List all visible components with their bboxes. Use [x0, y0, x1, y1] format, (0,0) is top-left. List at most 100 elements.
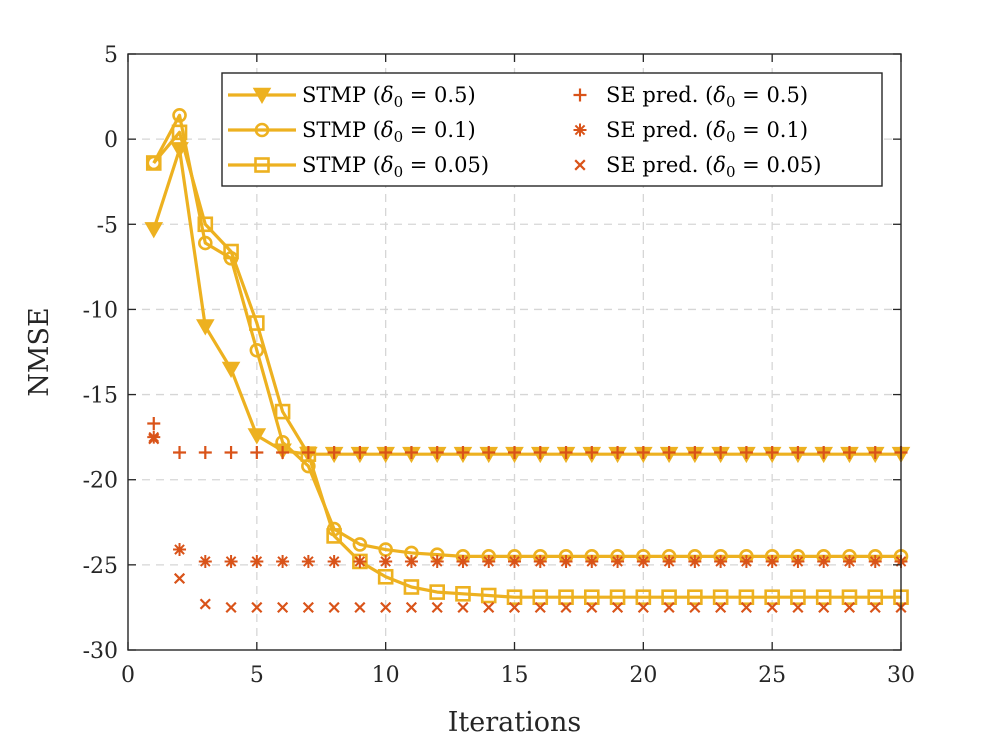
data-point	[867, 589, 884, 606]
data-point	[738, 589, 755, 606]
legend-label: STMP (δ0 = 0.05)	[302, 153, 489, 181]
data-point	[688, 445, 702, 459]
data-point	[791, 445, 805, 459]
legend-label: STMP (δ0 = 0.1)	[302, 118, 476, 146]
data-point	[611, 445, 625, 459]
data-point	[326, 528, 342, 544]
data-point	[636, 554, 650, 568]
data-point	[301, 554, 315, 568]
data-point	[843, 601, 856, 614]
legend-label: SE pred. (δ0 = 0.5)	[606, 83, 808, 111]
axes: 0 5 10 15 20 25 30 5 0 -5 -10 -15 -20 -25 -30	[83, 43, 915, 688]
data-point	[714, 445, 728, 459]
legend-marker	[573, 123, 587, 137]
series-line	[152, 130, 901, 599]
data-point	[455, 586, 471, 602]
data-point	[250, 445, 264, 459]
legend: STMP (δ0 = 0.5) STMP (δ0 = 0.1) STMP (δ0 =…	[221, 72, 883, 187]
data-point	[817, 554, 831, 568]
data-point	[482, 445, 496, 459]
y-tick-label: -30	[83, 639, 118, 664]
data-point	[247, 428, 267, 445]
data-point	[533, 554, 547, 568]
data-point	[225, 601, 237, 614]
data-point	[274, 403, 291, 420]
data-point	[429, 584, 446, 600]
data-point	[354, 601, 366, 614]
data-point	[224, 554, 238, 568]
legend-marker	[254, 122, 270, 138]
series-line	[152, 113, 901, 558]
x-tick-label: 15	[501, 663, 529, 688]
legend-marker	[574, 159, 586, 171]
x-tick-label: 25	[758, 663, 786, 688]
data-point	[662, 554, 676, 568]
data-point	[221, 361, 241, 379]
data-point	[635, 589, 652, 606]
data-point	[302, 601, 314, 614]
data-point	[353, 554, 367, 568]
data-point	[559, 445, 573, 459]
data-point	[276, 554, 290, 568]
data-point	[196, 319, 215, 336]
data-point	[380, 601, 392, 614]
data-point	[765, 445, 779, 459]
data-point	[223, 243, 239, 260]
data-point	[404, 445, 418, 459]
data-point	[482, 554, 496, 568]
data-point	[430, 445, 444, 459]
legend-label: SE pred. (δ0 = 0.1)	[606, 118, 808, 146]
data-point	[661, 589, 677, 606]
data-point	[583, 589, 600, 606]
data-point	[251, 601, 263, 614]
data-point	[609, 589, 626, 606]
data-point	[739, 554, 753, 568]
series-layer	[144, 108, 911, 614]
series-5	[148, 433, 907, 614]
data-point	[379, 554, 393, 568]
data-point	[739, 445, 753, 459]
data-point	[766, 601, 778, 614]
legend-marker	[573, 88, 587, 102]
legend-entry-2: STMP (δ0 = 0.05)	[228, 153, 489, 181]
data-point	[687, 589, 703, 606]
data-point	[480, 587, 497, 604]
y-tick-label: -5	[97, 213, 118, 238]
data-point	[224, 445, 238, 459]
data-point	[558, 589, 574, 606]
data-point	[301, 445, 315, 459]
data-point	[328, 601, 340, 614]
data-point	[198, 235, 213, 251]
data-point	[790, 589, 806, 606]
legend-label: SE pred. (δ0 = 0.05)	[606, 153, 821, 181]
data-point	[688, 554, 702, 568]
x-tick-label: 0	[121, 663, 135, 688]
data-point	[818, 601, 830, 614]
y-axis-title: NMSE	[24, 307, 55, 396]
data-point	[430, 554, 444, 568]
data-point	[765, 554, 779, 568]
data-point	[712, 589, 729, 606]
x-tick-label: 20	[629, 663, 657, 688]
data-point	[249, 315, 265, 331]
data-point	[791, 554, 805, 568]
data-point	[377, 568, 394, 585]
x-axis-title: Iterations	[448, 707, 581, 738]
data-point	[173, 445, 187, 459]
data-point	[431, 601, 443, 614]
data-point	[611, 601, 624, 614]
legend-entry-4: SE pred. (δ0 = 0.1)	[573, 118, 808, 146]
data-point	[147, 417, 161, 431]
data-point	[148, 433, 160, 445]
data-point	[198, 554, 212, 568]
data-point	[171, 124, 188, 141]
legend-entry-3: SE pred. (δ0 = 0.5)	[573, 83, 808, 111]
legend-marker	[254, 157, 270, 173]
data-point	[868, 554, 882, 568]
data-point	[817, 445, 831, 459]
data-point	[197, 216, 214, 233]
data-point	[764, 589, 780, 606]
data-point	[532, 589, 549, 606]
